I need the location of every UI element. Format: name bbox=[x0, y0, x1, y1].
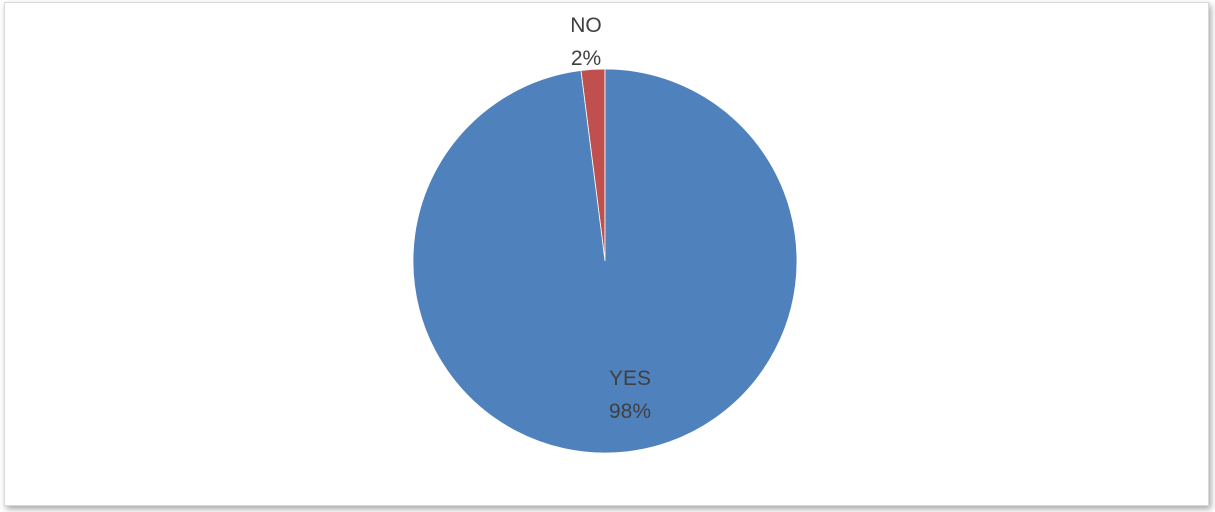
pie-slice-yes bbox=[412, 68, 798, 454]
data-labels: NO 2% YES 98% bbox=[570, 14, 651, 423]
yes-category-label: YES bbox=[609, 367, 651, 390]
yes-percent-label: 98% bbox=[609, 400, 651, 423]
no-percent-label: 2% bbox=[571, 47, 601, 70]
pie-slices bbox=[412, 68, 798, 454]
no-category-label: NO bbox=[570, 14, 602, 37]
